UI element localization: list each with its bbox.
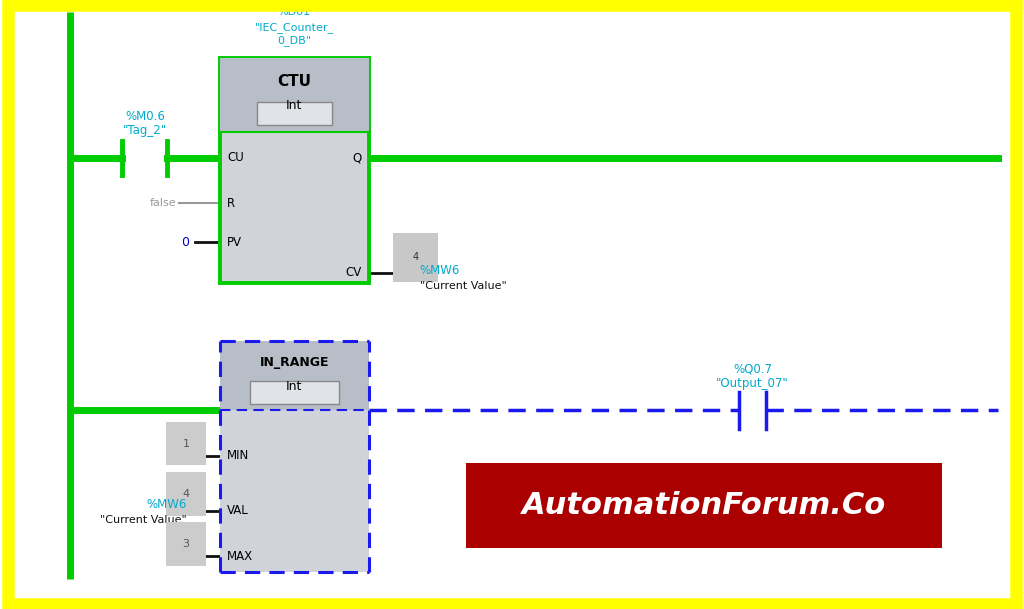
Text: Int: Int	[287, 99, 302, 113]
Text: %D01: %D01	[278, 7, 311, 17]
FancyBboxPatch shape	[220, 341, 369, 572]
Text: CTU: CTU	[278, 74, 311, 89]
Text: MAX: MAX	[227, 550, 254, 563]
Text: R: R	[227, 197, 236, 209]
FancyBboxPatch shape	[466, 463, 942, 548]
FancyBboxPatch shape	[257, 102, 332, 125]
Text: AutomationForum.Co: AutomationForum.Co	[522, 491, 886, 520]
Text: CV: CV	[345, 266, 361, 279]
Text: CU: CU	[227, 152, 244, 164]
FancyBboxPatch shape	[220, 58, 369, 132]
Text: Q: Q	[352, 152, 361, 164]
Text: %MW6: %MW6	[420, 264, 460, 276]
Text: 4: 4	[182, 489, 189, 499]
Text: "Current Value": "Current Value"	[420, 281, 507, 291]
Text: 0: 0	[181, 236, 189, 249]
Text: 4: 4	[413, 252, 419, 262]
Text: %Q0.7: %Q0.7	[733, 362, 772, 376]
Text: "IEC_Counter_: "IEC_Counter_	[255, 22, 334, 33]
FancyBboxPatch shape	[220, 58, 369, 283]
Text: VAL: VAL	[227, 504, 249, 518]
Text: 0_DB": 0_DB"	[278, 35, 311, 46]
FancyBboxPatch shape	[250, 381, 339, 404]
Text: "Tag_2": "Tag_2"	[123, 124, 167, 137]
Text: MIN: MIN	[227, 449, 250, 462]
Text: "Current Value": "Current Value"	[99, 515, 186, 525]
Text: IN_RANGE: IN_RANGE	[260, 356, 329, 369]
Text: PV: PV	[227, 236, 243, 249]
Text: "Output_07": "Output_07"	[716, 376, 790, 390]
Text: Int: Int	[287, 380, 302, 393]
Text: 3: 3	[182, 539, 189, 549]
FancyBboxPatch shape	[220, 341, 369, 410]
Text: %M0.6: %M0.6	[125, 110, 165, 123]
Text: 1: 1	[182, 438, 189, 449]
Text: %MW6: %MW6	[146, 498, 186, 512]
Text: false: false	[150, 198, 176, 208]
